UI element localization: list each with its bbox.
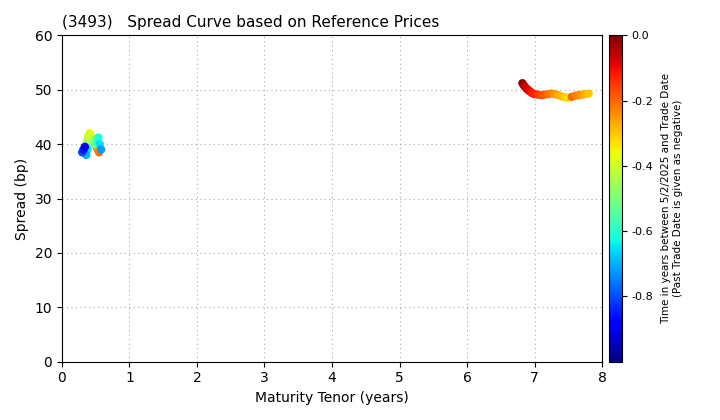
X-axis label: Maturity Tenor (years): Maturity Tenor (years) (255, 391, 409, 405)
Point (556, 93, 567, 100)
Point (562, 94, 574, 101)
Point (78, 146, 89, 153)
Point (82, 146, 94, 153)
Point (93, 134, 104, 141)
Point (576, 91, 588, 98)
Point (582, 90, 594, 97)
Point (542, 91, 554, 97)
Point (528, 90, 539, 97)
Point (517, 80, 528, 87)
Point (83, 133, 94, 139)
Point (87, 138, 99, 145)
Text: (3493)   Spread Curve based on Reference Prices: (3493) Spread Curve based on Reference P… (62, 15, 439, 30)
Point (526, 89, 538, 96)
Point (95, 146, 107, 153)
Point (86, 135, 98, 142)
Point (81, 152, 92, 158)
Point (81, 138, 93, 145)
Point (89, 141, 101, 147)
Point (559, 94, 571, 101)
Point (566, 93, 577, 100)
Point (546, 90, 557, 97)
Y-axis label: Time in years between 5/2/2025 and Trade Date
(Past Trade Date is given as negat: Time in years between 5/2/2025 and Trade… (662, 73, 683, 324)
Point (89, 141, 100, 147)
Point (90, 140, 102, 147)
Point (94, 141, 105, 147)
Point (86, 135, 97, 142)
Point (85, 133, 96, 139)
Point (88, 138, 99, 145)
Point (528, 91, 540, 97)
Point (532, 91, 544, 98)
Point (84, 130, 95, 136)
Point (519, 84, 531, 90)
Point (580, 91, 591, 97)
Point (539, 91, 551, 98)
Point (83, 141, 94, 147)
Point (521, 85, 532, 92)
Point (78, 149, 90, 156)
Point (91, 144, 102, 150)
Point (523, 87, 535, 94)
Point (94, 149, 105, 156)
Point (91, 137, 103, 144)
Point (570, 92, 581, 99)
Y-axis label: Spread (bp): Spread (bp) (15, 158, 29, 239)
Point (536, 92, 547, 99)
Point (92, 146, 104, 153)
Point (549, 91, 561, 97)
Point (79, 144, 91, 150)
Point (84, 136, 96, 143)
Point (80, 144, 91, 150)
Point (572, 92, 584, 99)
Point (518, 82, 529, 89)
Point (76, 149, 88, 156)
Point (552, 92, 564, 99)
Point (522, 87, 534, 93)
Point (525, 89, 536, 95)
